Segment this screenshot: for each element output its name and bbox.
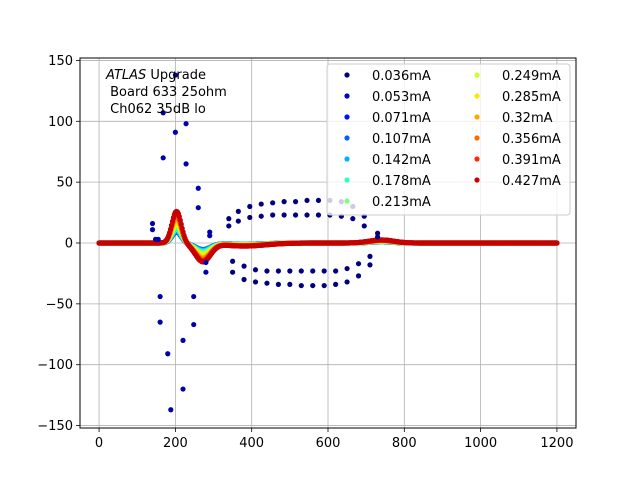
data-points (96, 72, 560, 413)
plot-area (96, 72, 560, 413)
